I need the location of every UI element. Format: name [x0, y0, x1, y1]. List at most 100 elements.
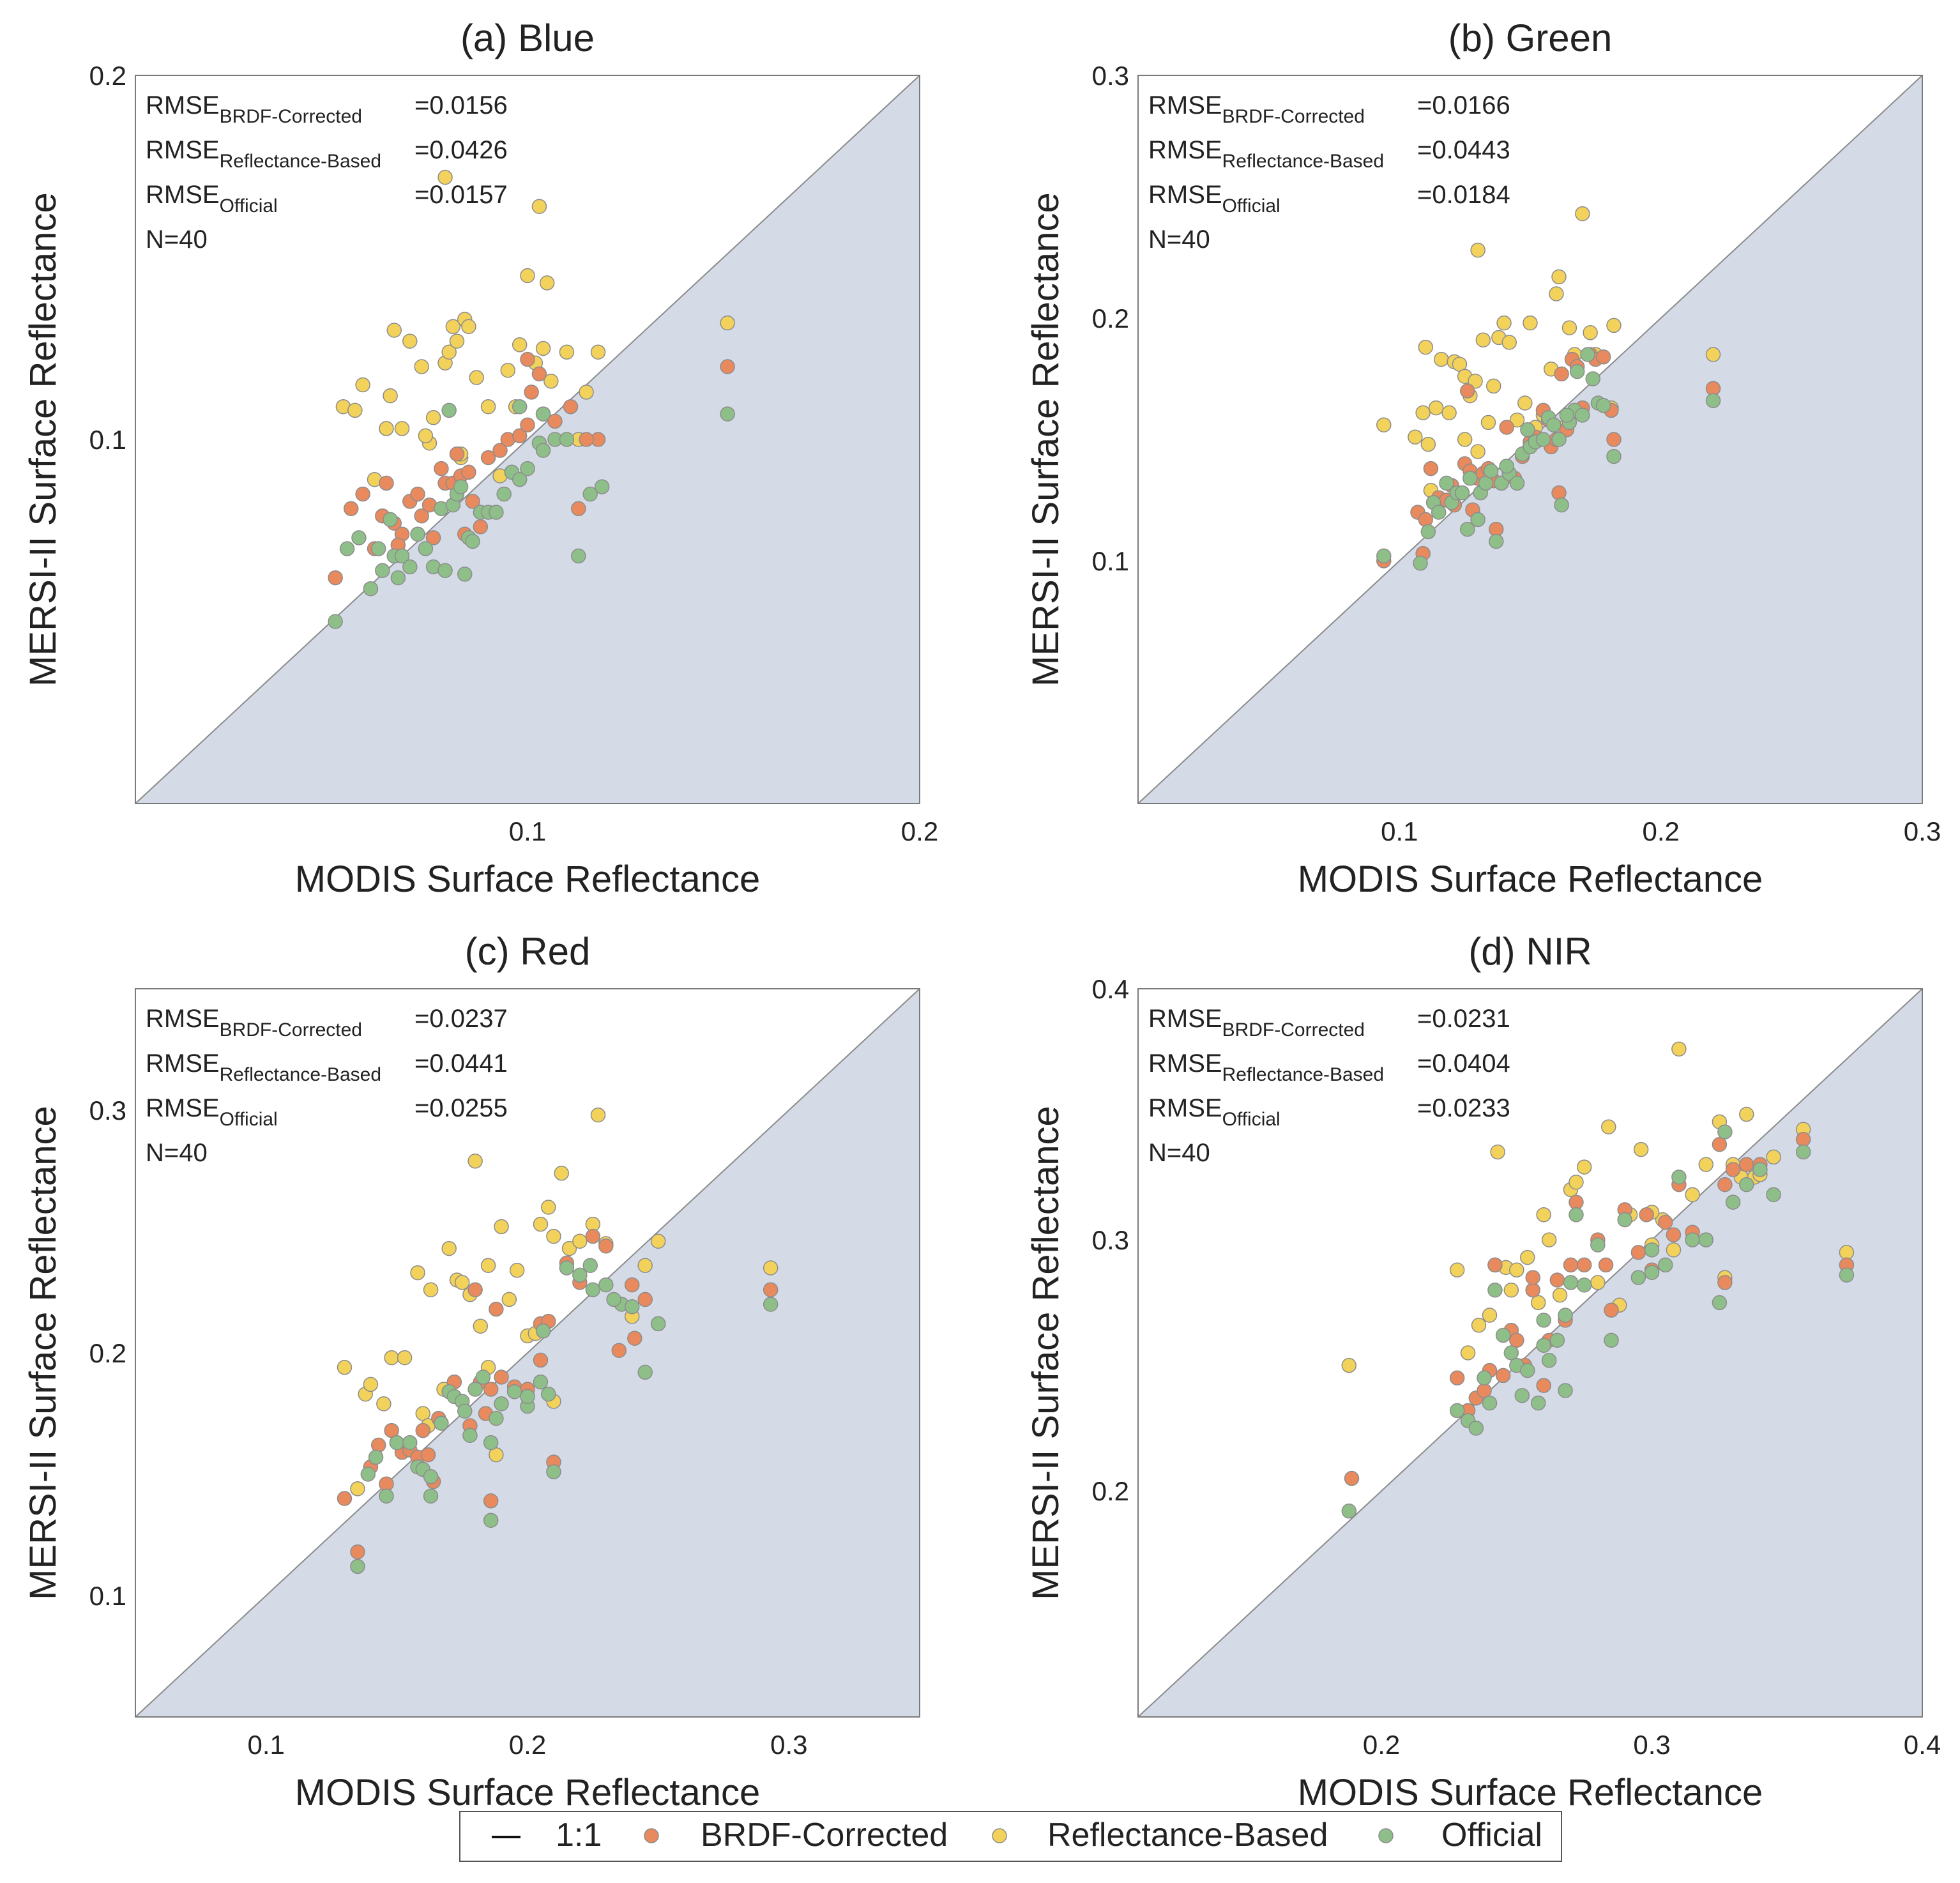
- data-point: [469, 370, 484, 385]
- data-point: [1475, 332, 1491, 347]
- data-point: [410, 526, 425, 542]
- data-point: [1583, 325, 1598, 340]
- chart-panel: (b) Green 0.1 0.2 0.3 0.1 0.2 0.3 MODIS Surface…: [1025, 17, 1941, 900]
- stat-name: RMSE: [146, 1094, 220, 1122]
- stat-subscript: Official: [1222, 195, 1280, 217]
- stat-value: =0.0426: [414, 136, 508, 164]
- data-point: [410, 1265, 425, 1281]
- data-point: [563, 399, 579, 415]
- data-point: [410, 486, 425, 502]
- x-tick-label: 0.1: [1381, 816, 1418, 846]
- stat-name: RMSE: [1148, 1049, 1222, 1078]
- data-point: [483, 1435, 499, 1451]
- data-point: [473, 1318, 489, 1334]
- data-point: [572, 1267, 588, 1283]
- data-point: [520, 268, 535, 284]
- data-point: [624, 1299, 640, 1315]
- data-point: [1490, 1144, 1505, 1160]
- data-point: [501, 1292, 517, 1307]
- data-point: [441, 1240, 457, 1256]
- data-point: [524, 385, 539, 400]
- data-point: [1563, 1257, 1579, 1273]
- data-point: [1449, 1403, 1465, 1419]
- stat-label: RMSEBRDF-Corrected: [146, 1005, 362, 1041]
- data-point: [1482, 1395, 1498, 1411]
- data-point: [483, 1513, 499, 1528]
- data-point: [720, 315, 735, 331]
- data-point: [611, 1343, 627, 1358]
- data-point: [1549, 286, 1564, 301]
- data-point: [461, 319, 476, 335]
- stat-name: RMSE: [146, 1005, 220, 1033]
- data-point: [1535, 432, 1551, 447]
- stat-subscript: Reflectance-Based: [220, 151, 381, 172]
- y-axis-label: MERSI-II Surface Reflectance: [22, 1106, 64, 1600]
- data-point: [559, 1260, 575, 1276]
- data-point: [376, 1396, 391, 1412]
- data-point: [1460, 521, 1475, 537]
- data-point: [1657, 1214, 1673, 1230]
- data-point: [480, 1258, 496, 1273]
- data-point: [483, 1382, 499, 1397]
- data-point: [449, 333, 465, 349]
- data-point: [328, 614, 343, 629]
- data-point: [1477, 1370, 1492, 1386]
- data-point: [489, 505, 504, 520]
- data-point: [554, 1166, 569, 1181]
- data-point: [1598, 1257, 1614, 1273]
- data-point: [1569, 1174, 1584, 1190]
- data-point: [763, 1297, 779, 1312]
- stat-name: RMSE: [1148, 1005, 1222, 1033]
- data-point: [1470, 242, 1485, 258]
- data-point: [415, 1422, 431, 1438]
- data-point: [590, 344, 606, 360]
- x-tick-label: 0.2: [901, 816, 938, 846]
- data-point: [1413, 556, 1428, 571]
- data-point: [350, 1544, 365, 1560]
- data-point: [1428, 400, 1444, 416]
- data-point: [535, 340, 551, 356]
- data-point: [1376, 417, 1392, 432]
- data-point: [425, 530, 441, 545]
- data-point: [585, 1282, 601, 1297]
- y-tick-label: 0.1: [89, 1581, 126, 1611]
- data-point: [328, 570, 343, 586]
- data-point: [1575, 206, 1590, 222]
- data-point: [1418, 512, 1434, 528]
- data-point: [351, 530, 367, 545]
- data-point: [1514, 1388, 1530, 1403]
- data-point: [533, 1216, 549, 1232]
- data-point: [1606, 317, 1622, 333]
- stat-name: N=40: [146, 225, 208, 254]
- data-point: [1554, 497, 1569, 513]
- data-point: [1520, 1362, 1535, 1378]
- data-point: [1717, 1124, 1733, 1140]
- data-point: [1541, 1232, 1557, 1247]
- data-point: [1494, 475, 1509, 491]
- data-point: [594, 479, 610, 494]
- stat-value: =0.0156: [414, 91, 508, 119]
- data-point: [445, 319, 461, 335]
- stat-label: RMSEOfficial: [146, 1094, 278, 1130]
- x-tick-label: 0.1: [509, 816, 546, 846]
- data-point: [1418, 339, 1434, 355]
- data-point: [1561, 320, 1577, 335]
- data-point: [520, 351, 535, 367]
- data-point: [1487, 1257, 1503, 1273]
- plot-frame: [1137, 75, 1923, 804]
- data-point: [1485, 378, 1501, 394]
- data-point: [540, 1200, 556, 1215]
- stat-subscript: Reflectance-Based: [1222, 1064, 1384, 1085]
- stat-value: =0.0237: [414, 1005, 508, 1033]
- data-point: [347, 402, 363, 418]
- data-point: [1590, 1275, 1606, 1290]
- legend-label: BRDF-Corrected: [701, 1817, 948, 1854]
- x-tick-label: 0.2: [509, 1730, 546, 1760]
- data-point: [546, 1464, 561, 1479]
- data-point: [423, 1282, 439, 1297]
- data-point: [1457, 432, 1473, 447]
- data-point: [434, 1415, 449, 1431]
- y-tick-label: 0.2: [89, 61, 126, 91]
- data-point: [1470, 444, 1485, 459]
- data-point: [1551, 432, 1567, 447]
